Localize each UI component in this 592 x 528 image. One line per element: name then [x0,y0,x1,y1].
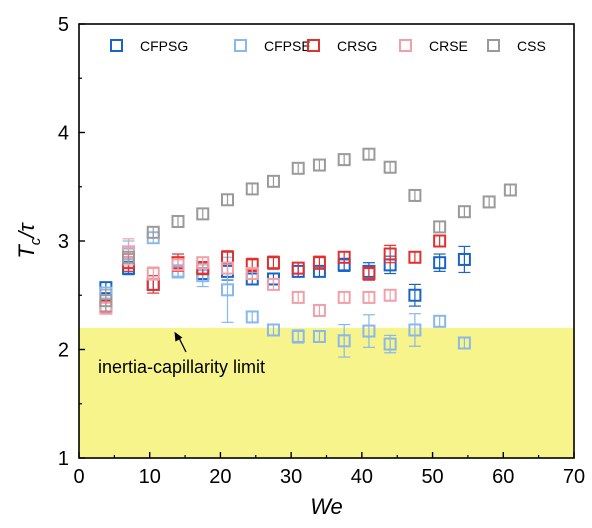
x-tick-label: 10 [139,466,161,488]
data-point [383,160,397,174]
data-point [337,153,351,167]
inertia-capillarity-region [79,327,574,458]
legend-label-CRSE: CRSE [429,38,468,54]
legend-marker-CRSG [307,39,320,52]
data-point [312,329,326,343]
annotation-text: inertia-capillarity limit [98,357,265,377]
x-tick-label: 60 [492,466,514,488]
data-point [433,314,447,328]
data-point [171,214,185,228]
data-point [362,147,376,161]
data-point [99,294,113,308]
data-point [196,207,210,221]
x-tick-label: 40 [351,466,373,488]
data-point [457,205,471,219]
legend-marker-CSS [487,39,500,52]
y-axis-title-main: T [14,244,39,259]
data-point [337,334,351,348]
data-point [383,247,397,261]
y-tick-label: 5 [58,14,69,36]
legend-label-CSS: CSS [517,38,546,54]
y-axis-title: Tc/τ [14,222,44,259]
data-point [383,337,397,351]
y-axis-title-sub: c [27,237,44,245]
data-point [312,303,326,317]
data-point [266,256,280,270]
y-tick-label: 1 [58,448,69,470]
y-tick-label: 3 [58,231,69,253]
data-point [383,288,397,302]
data-point [245,267,259,281]
data-point [337,290,351,304]
data-point [291,329,305,343]
data-point [457,336,471,350]
data-point [221,193,234,207]
data-point [266,174,280,188]
data-point [408,250,422,264]
x-tick-label: 50 [421,466,443,488]
y-axis-title-rest: /τ [14,222,39,240]
data-point [266,323,280,337]
data-point [196,256,210,270]
data-marks [99,147,517,358]
data-point [291,161,305,175]
legend-label-CFPSG: CFPSG [140,38,188,54]
data-point [312,158,326,172]
data-point [171,258,185,272]
annotation-arrow [177,336,187,353]
data-point [482,195,496,209]
x-axis-title: We [310,494,343,519]
legend: CFPSG CFPSE CRSG CRSE CSS [110,38,546,54]
data-point [291,261,305,275]
data-point [245,310,259,324]
data-point [433,234,447,248]
data-point [245,182,259,196]
legend-label-CRSG: CRSG [337,38,377,54]
data-point [433,256,447,270]
data-point [408,188,422,202]
data-point [312,256,326,270]
data-point [146,267,160,281]
series-CRSE [99,238,397,317]
data-point [221,283,234,297]
legend-marker-CRSE [399,39,412,52]
y-tick-label: 4 [58,123,69,145]
data-point [408,323,422,337]
x-tick-label: 70 [563,466,585,488]
data-point [362,290,376,304]
annotation-arrowhead [174,331,183,342]
data-point [122,250,135,264]
data-point [457,252,471,266]
data-point [503,183,517,197]
data-point [433,220,447,234]
legend-marker-CFPSE [234,39,247,52]
data-point [408,288,422,302]
series-CSS [99,147,517,313]
x-tick-label: 20 [209,466,231,488]
legend-marker-CFPSG [110,39,123,52]
data-point [337,250,351,264]
data-point [362,324,376,338]
x-tick-label: 0 [73,466,84,488]
axis-ticks: 0 10 20 30 40 50 60 70 1 2 3 4 5 [58,14,585,488]
data-point [362,267,376,281]
data-point [146,225,160,239]
x-tick-label: 30 [280,466,302,488]
data-point [291,290,305,304]
data-point [221,261,234,275]
legend-label-CFPSE: CFPSE [264,38,311,54]
data-point [266,277,280,291]
y-tick-label: 2 [58,340,69,362]
